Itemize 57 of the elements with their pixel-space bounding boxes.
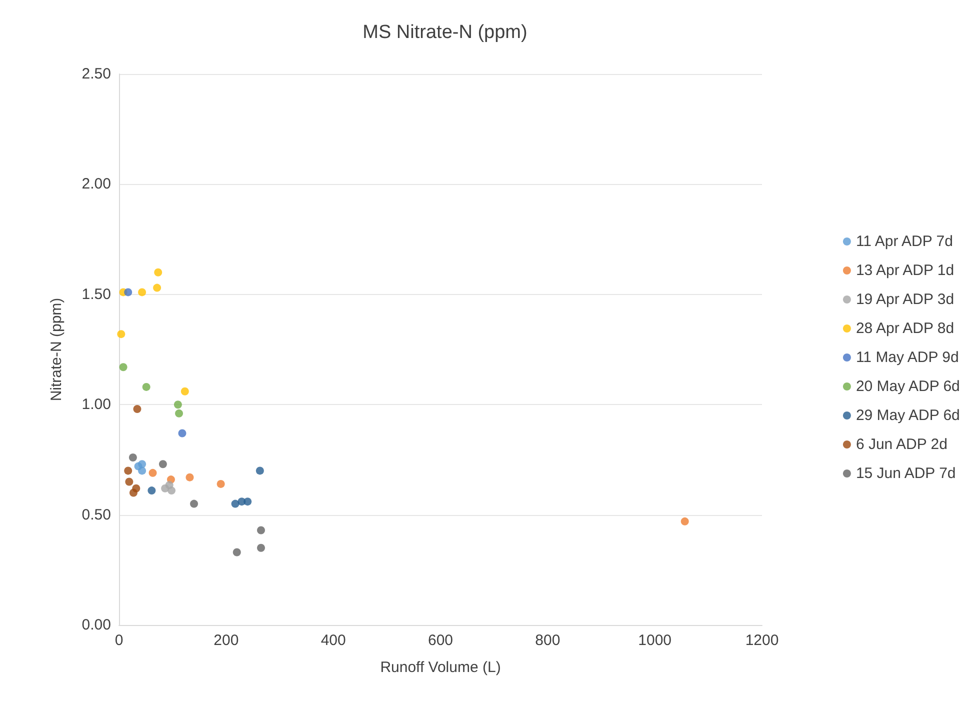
point [158, 460, 167, 468]
point [216, 480, 225, 488]
point [257, 544, 265, 552]
legend-label: 20 May ADP 6d [856, 378, 960, 395]
x-tick-label: 1200 [745, 632, 779, 649]
legend-label: 29 May ADP 6d [856, 407, 960, 424]
point [153, 284, 162, 292]
point [125, 478, 134, 486]
y-tick-label: 2.50 [82, 66, 111, 82]
point [133, 405, 142, 414]
point [680, 517, 689, 526]
point [244, 498, 252, 506]
y-tick-label: 0.00 [82, 616, 111, 634]
point [190, 500, 198, 508]
y-tick-label: 1.00 [82, 396, 111, 414]
legend-label: 11 Apr ADP 7d [856, 233, 953, 250]
point [138, 466, 146, 475]
point [148, 468, 157, 477]
x-axis-title: Runoff Volume (L) [380, 659, 501, 676]
point [178, 429, 186, 438]
x-tick-label: 600 [428, 632, 454, 649]
point [174, 400, 182, 409]
y-axis-title: Nitrate-N (ppm) [48, 298, 65, 402]
x-tick-label: 800 [535, 632, 560, 649]
y-tick-label: 0.50 [82, 506, 111, 524]
x-tick-label: 1000 [638, 632, 672, 649]
point [256, 466, 264, 475]
x-tick-label: 200 [214, 632, 239, 649]
point [165, 481, 174, 490]
point [175, 409, 184, 418]
point [148, 486, 156, 495]
legend-label: 11 May ADP 9d [856, 349, 959, 366]
point [128, 454, 137, 462]
point [180, 387, 189, 396]
point [232, 548, 241, 556]
legend-label: 28 Apr ADP 8d [856, 320, 954, 337]
y-tick-label: 1.50 [82, 286, 111, 303]
point [257, 526, 265, 534]
point [154, 268, 162, 276]
x-tick-label: 400 [320, 632, 346, 649]
point [117, 330, 126, 338]
point [142, 382, 150, 391]
x-tick-label: 0 [114, 632, 124, 649]
point [138, 460, 146, 468]
legend-label: 15 Jun ADP 7d [856, 465, 956, 482]
legend-label: 19 Apr ADP 3d [856, 291, 954, 308]
legend-label: 6 Jun ADP 2d [856, 436, 948, 453]
point [231, 500, 240, 508]
point [124, 288, 132, 296]
chart-title: MS Nitrate-N (ppm) [362, 22, 528, 43]
point [186, 473, 194, 482]
point [124, 466, 132, 475]
y-tick-label: 2.00 [82, 176, 111, 193]
legend-label: 13 Apr ADP 1d [856, 262, 954, 279]
point [138, 288, 146, 296]
point [129, 488, 138, 497]
point [119, 363, 128, 372]
